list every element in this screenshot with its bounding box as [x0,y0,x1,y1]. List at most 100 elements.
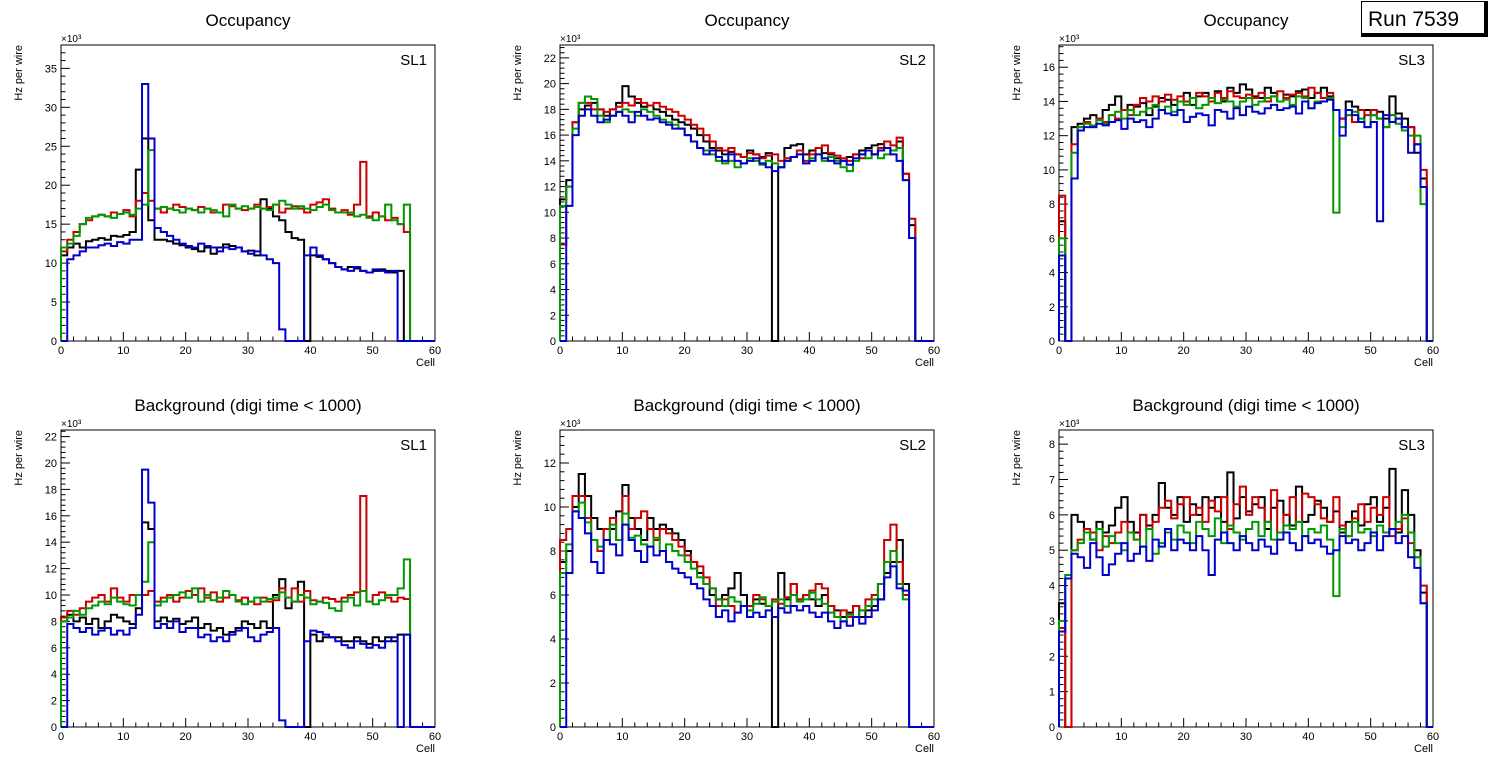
chart-title: Background (digi time < 1000) [633,396,860,415]
x-axis-label: Cell [416,357,435,369]
y-axis-label: Hz per wire [13,430,25,486]
chart-title: Background (digi time < 1000) [1132,396,1359,415]
x-tick-label: 30 [242,345,254,357]
histogram-series-red [559,98,934,342]
chart-panel-2: Occupancy 0 10 20 30 40 50 60 0 2 4 6 8 10 12 14 16 18 20 2… [512,11,940,369]
chart-title: Occupancy [704,11,790,30]
x-tick-label: 0 [557,345,563,357]
x-tick-label: 20 [1178,345,1190,357]
x-tick-label: 60 [429,731,441,743]
y-tick-label: 4 [1049,268,1055,280]
chart-title: Background (digi time < 1000) [134,396,361,415]
y-tick-label: 3 [1049,616,1055,628]
y-tick-label: 4 [51,669,57,681]
y-tick-label: 20 [45,180,57,192]
y-tick-label: 8 [51,616,57,628]
x-tick-label: 30 [1240,731,1252,743]
run-number-box: Run 7539 [1361,1,1488,37]
superlayer-label: SL1 [400,52,427,69]
y-tick-label: 12 [1043,131,1055,143]
x-axis-label: Cell [416,743,435,755]
x-tick-label: 40 [1302,731,1314,743]
y-tick-label: 0 [1049,722,1055,734]
histogram-series-blue [560,510,934,728]
y-tick-label: 6 [550,259,556,271]
x-tick-label: 40 [304,345,316,357]
y-tick-label: 10 [1043,165,1055,177]
x-tick-label: 20 [679,731,691,743]
x-tick-label: 20 [1178,731,1190,743]
x-tick-label: 60 [429,345,441,357]
x-tick-label: 20 [679,345,691,357]
x-tick-label: 50 [1365,345,1377,357]
y-tick-label: 25 [45,141,57,153]
histogram-series-red [1058,86,1433,342]
x-tick-label: 40 [803,345,815,357]
histogram-series-black [60,521,435,728]
superlayer-label: SL2 [899,52,926,69]
y-axis-label: Hz per wire [13,45,25,101]
y-tick-label: 0 [51,722,57,734]
y-tick-label: 12 [45,564,57,576]
histogram-series-blue [61,468,435,728]
y-tick-label: 22 [544,53,556,65]
histogram-series-green [559,501,934,728]
y-tick-label: 16 [544,130,556,142]
histogram-series-black [559,85,934,342]
y-tick-label: 2 [550,310,556,322]
y-tick-label: 10 [544,207,556,219]
chart-title: Occupancy [1203,11,1289,30]
x-tick-label: 10 [1115,731,1127,743]
x-tick-label: 20 [180,731,192,743]
y-tick-label: 14 [544,156,556,168]
y-tick-label: 20 [544,79,556,91]
x-tick-label: 10 [616,345,628,357]
histogram-series-black [559,473,934,728]
y-tick-label: 14 [45,537,57,549]
y-tick-label: 8 [1049,199,1055,211]
x-tick-label: 50 [1365,731,1377,743]
histogram-series-blue [560,108,934,342]
y-tick-label: 2 [1049,302,1055,314]
y-tick-label: 5 [1049,545,1055,557]
x-tick-label: 30 [242,731,254,743]
x-tick-label: 50 [866,731,878,743]
y-tick-label: 22 [45,432,57,444]
y-tick-label: 0 [1049,336,1055,348]
y-axis-label: Hz per wire [1011,430,1023,486]
y-tick-label: 18 [45,484,57,496]
y-scale-multiplier: ×10³ [61,419,82,430]
y-tick-label: 1 [1049,687,1055,699]
chart-panel-1: Occupancy 0 10 20 30 40 50 60 0 5 10 15 20 25 30 35 Cell… [13,11,441,369]
histogram-series-green [559,95,934,342]
plot-frame [1058,429,1434,728]
chart-title: Occupancy [205,11,291,30]
histogram-series-red [60,495,435,728]
x-tick-label: 60 [928,731,940,743]
x-tick-label: 60 [1427,345,1439,357]
y-tick-label: 2 [550,678,556,690]
y-axis-label: Hz per wire [512,430,524,486]
y-scale-multiplier: ×10³ [61,34,82,45]
y-scale-multiplier: ×10³ [1059,419,1080,430]
x-tick-label: 0 [557,731,563,743]
y-tick-label: 18 [544,104,556,116]
y-tick-label: 8 [1049,439,1055,451]
y-tick-label: 10 [45,590,57,602]
y-tick-label: 12 [544,458,556,470]
y-tick-label: 6 [550,590,556,602]
y-tick-label: 8 [550,546,556,558]
x-tick-label: 50 [367,345,379,357]
x-tick-label: 0 [58,345,64,357]
chart-panel-4: Background (digi time < 1000)0 10 20 30 40 50… [13,396,441,755]
y-axis-label: Hz per wire [512,45,524,101]
x-tick-label: 40 [304,731,316,743]
y-tick-label: 2 [1049,651,1055,663]
y-tick-label: 0 [51,336,57,348]
y-tick-label: 16 [1043,62,1055,74]
superlayer-label: SL3 [1398,52,1425,69]
histogram-series-blue [1058,528,1433,728]
y-tick-label: 5 [51,297,57,309]
x-tick-label: 30 [1240,345,1252,357]
y-tick-label: 12 [544,182,556,194]
